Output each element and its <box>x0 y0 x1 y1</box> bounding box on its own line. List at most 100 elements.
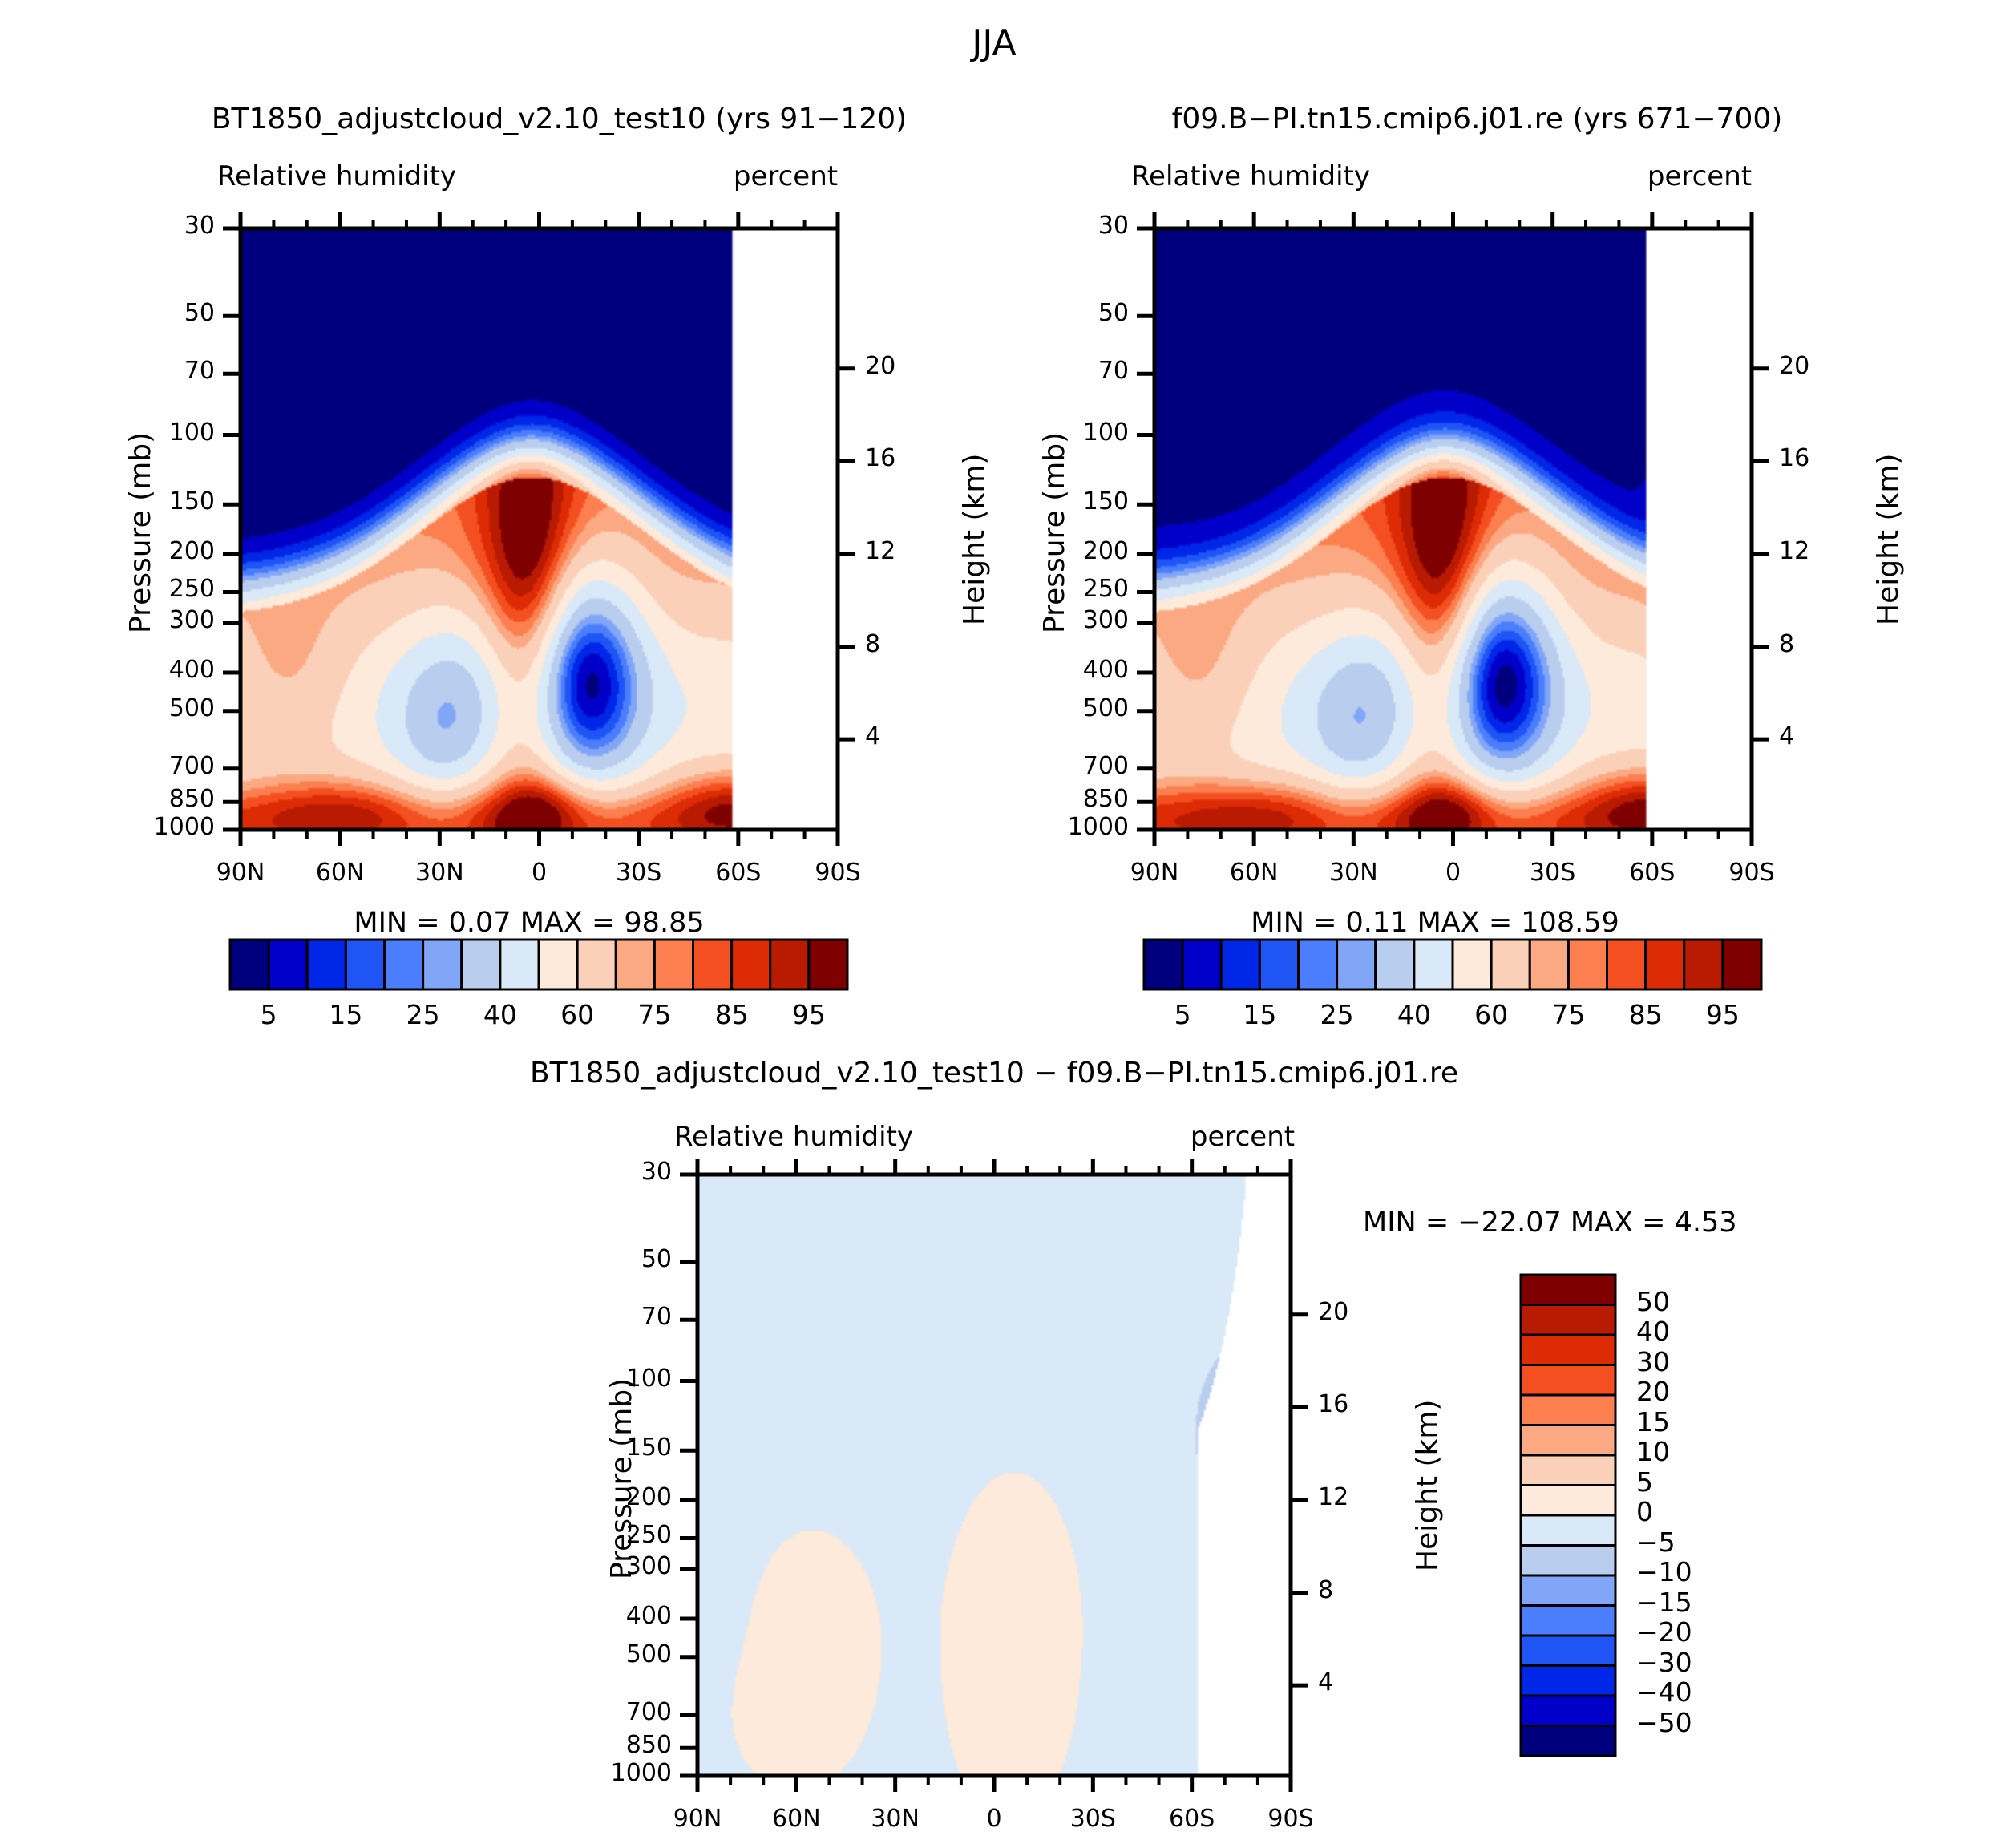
pressure-tick-label: 300 <box>1082 606 1129 635</box>
left-panel-variable: Relative humidity <box>216 160 457 192</box>
height-tick-label: 12 <box>1318 1482 1349 1511</box>
pressure-tick-label: 100 <box>625 1364 672 1393</box>
left-colorbar[interactable] <box>228 938 849 991</box>
latitude-tick-label: 60N <box>315 859 365 887</box>
axis-frame <box>680 1159 1308 1792</box>
pressure-tick-label: 30 <box>184 212 215 240</box>
figure-canvas: JJA BT1850_adjustcloud_v2.10_test10 (yrs … <box>124 22 1905 1833</box>
colorbar-tick-label: 15 <box>329 999 363 1030</box>
pressure-tick-label: 1000 <box>153 813 215 841</box>
height-tick-label: 8 <box>1318 1575 1334 1604</box>
pressure-tick-label: 100 <box>168 418 215 447</box>
left-panel-title: BT1850_adjustcloud_v2.10_test10 (yrs 91−… <box>211 103 908 135</box>
pressure-tick-label: 50 <box>184 299 215 328</box>
pressure-tick-label: 200 <box>1082 536 1129 565</box>
latitude-tick-label: 60N <box>1229 859 1279 887</box>
pressure-tick-label: 70 <box>641 1303 672 1332</box>
colorbar-tick-label: −10 <box>1636 1556 1692 1587</box>
axis-frame <box>223 212 855 846</box>
pressure-tick-label: 700 <box>1082 751 1129 780</box>
right-colorbar[interactable] <box>1142 938 1763 991</box>
colorbar-tick-label: −5 <box>1636 1526 1676 1558</box>
colorbar-tick-label: 25 <box>1320 999 1354 1030</box>
pressure-tick-label: 150 <box>168 487 215 516</box>
diff-panel-units: percent <box>1190 1121 1296 1153</box>
colorbar-tick-label: 5 <box>1174 999 1191 1030</box>
height-tick-label: 4 <box>865 722 881 751</box>
colorbar-tick-label: 20 <box>1636 1376 1670 1407</box>
colorbar-tick-label: −20 <box>1636 1616 1692 1648</box>
pressure-tick-label: 400 <box>168 656 215 685</box>
height-tick-label: 16 <box>1779 444 1810 473</box>
height-axis-title: Height (km) <box>1411 1399 1444 1571</box>
colorbar-tick-label: 40 <box>483 999 517 1030</box>
height-tick-label: 12 <box>1779 536 1810 565</box>
colorbar-tick-label: 85 <box>1628 999 1663 1030</box>
height-tick-label: 16 <box>865 444 896 473</box>
colorbar-tick-label: 75 <box>637 999 672 1030</box>
colorbar-tick-label: 15 <box>1636 1405 1670 1438</box>
left-panel-units: percent <box>733 160 839 192</box>
pressure-tick-label: 1000 <box>610 1759 672 1787</box>
height-tick-label: 4 <box>1779 722 1795 751</box>
height-axis-title: Height (km) <box>958 453 991 625</box>
height-tick-label: 20 <box>1318 1297 1349 1326</box>
pressure-tick-label: 400 <box>1082 656 1129 685</box>
latitude-tick-label: 0 <box>986 1805 1002 1833</box>
pressure-tick-label: 850 <box>168 785 215 814</box>
pressure-tick-label: 400 <box>625 1602 672 1631</box>
colorbar-tick-label: 60 <box>1474 999 1509 1030</box>
pressure-axis-title: Pressure (mb) <box>124 431 157 633</box>
colorbar-tick-label: 50 <box>1636 1285 1670 1317</box>
pressure-tick-label: 500 <box>625 1640 672 1668</box>
pressure-axis-title: Pressure (mb) <box>605 1377 638 1579</box>
colorbar-tick-label: 5 <box>260 999 277 1030</box>
pressure-tick-label: 700 <box>168 751 215 780</box>
right-panel-units: percent <box>1647 160 1753 192</box>
colorbar-tick-label: 75 <box>1551 999 1586 1030</box>
latitude-tick-label: 0 <box>531 859 548 887</box>
pressure-tick-label: 250 <box>625 1521 672 1550</box>
latitude-tick-label: 90S <box>1728 859 1775 887</box>
pressure-tick-label: 250 <box>1082 575 1129 604</box>
diff-panel-minmax: MIN = −22.07 MAX = 4.53 <box>1363 1207 1737 1239</box>
right-panel-title: f09.B−PI.tn15.cmip6.j01.re (yrs 671−700) <box>1171 103 1783 135</box>
colorbar-tick-label: 40 <box>1636 1316 1670 1347</box>
diff-colorbar[interactable] <box>1519 1273 1617 1757</box>
latitude-tick-label: 30N <box>415 859 464 887</box>
latitude-tick-label: 30S <box>1530 859 1576 887</box>
pressure-tick-label: 700 <box>625 1697 672 1726</box>
pressure-axis-title: Pressure (mb) <box>1038 431 1071 633</box>
latitude-tick-label: 90S <box>1267 1805 1314 1833</box>
height-tick-label: 8 <box>1779 629 1795 658</box>
pressure-tick-label: 150 <box>625 1434 672 1462</box>
pressure-tick-label: 200 <box>168 536 215 565</box>
pressure-tick-label: 150 <box>1082 487 1129 516</box>
left-panel-minmax: MIN = 0.07 MAX = 98.85 <box>354 907 705 939</box>
height-tick-label: 8 <box>865 629 881 658</box>
pressure-tick-label: 250 <box>168 575 215 604</box>
height-tick-label: 20 <box>865 351 896 380</box>
colorbar-tick-label: 60 <box>560 999 595 1030</box>
colorbar-tick-label: 10 <box>1636 1436 1670 1467</box>
colorbar-tick-label: 15 <box>1243 999 1277 1030</box>
pressure-tick-label: 300 <box>168 606 215 635</box>
figure-title: JJA <box>972 22 1017 63</box>
colorbar-tick-label: −50 <box>1636 1706 1692 1738</box>
pressure-tick-label: 30 <box>641 1158 672 1186</box>
latitude-tick-label: 30S <box>616 859 662 887</box>
height-tick-label: 20 <box>1779 351 1810 380</box>
pressure-tick-label: 1000 <box>1067 813 1129 841</box>
height-tick-label: 4 <box>1318 1668 1334 1697</box>
pressure-tick-label: 500 <box>1082 694 1129 722</box>
latitude-tick-label: 60N <box>772 1805 821 1833</box>
height-axis-title: Height (km) <box>1872 453 1905 625</box>
pressure-tick-label: 50 <box>1098 299 1129 328</box>
latitude-tick-label: 60S <box>715 859 762 887</box>
right-panel-variable: Relative humidity <box>1130 160 1371 192</box>
axis-frame <box>1137 212 1769 846</box>
colorbar-tick-label: 40 <box>1397 999 1431 1030</box>
colorbar-tick-label: 85 <box>714 999 749 1030</box>
colorbar-tick-label: −40 <box>1636 1676 1692 1708</box>
latitude-tick-label: 0 <box>1445 859 1461 887</box>
